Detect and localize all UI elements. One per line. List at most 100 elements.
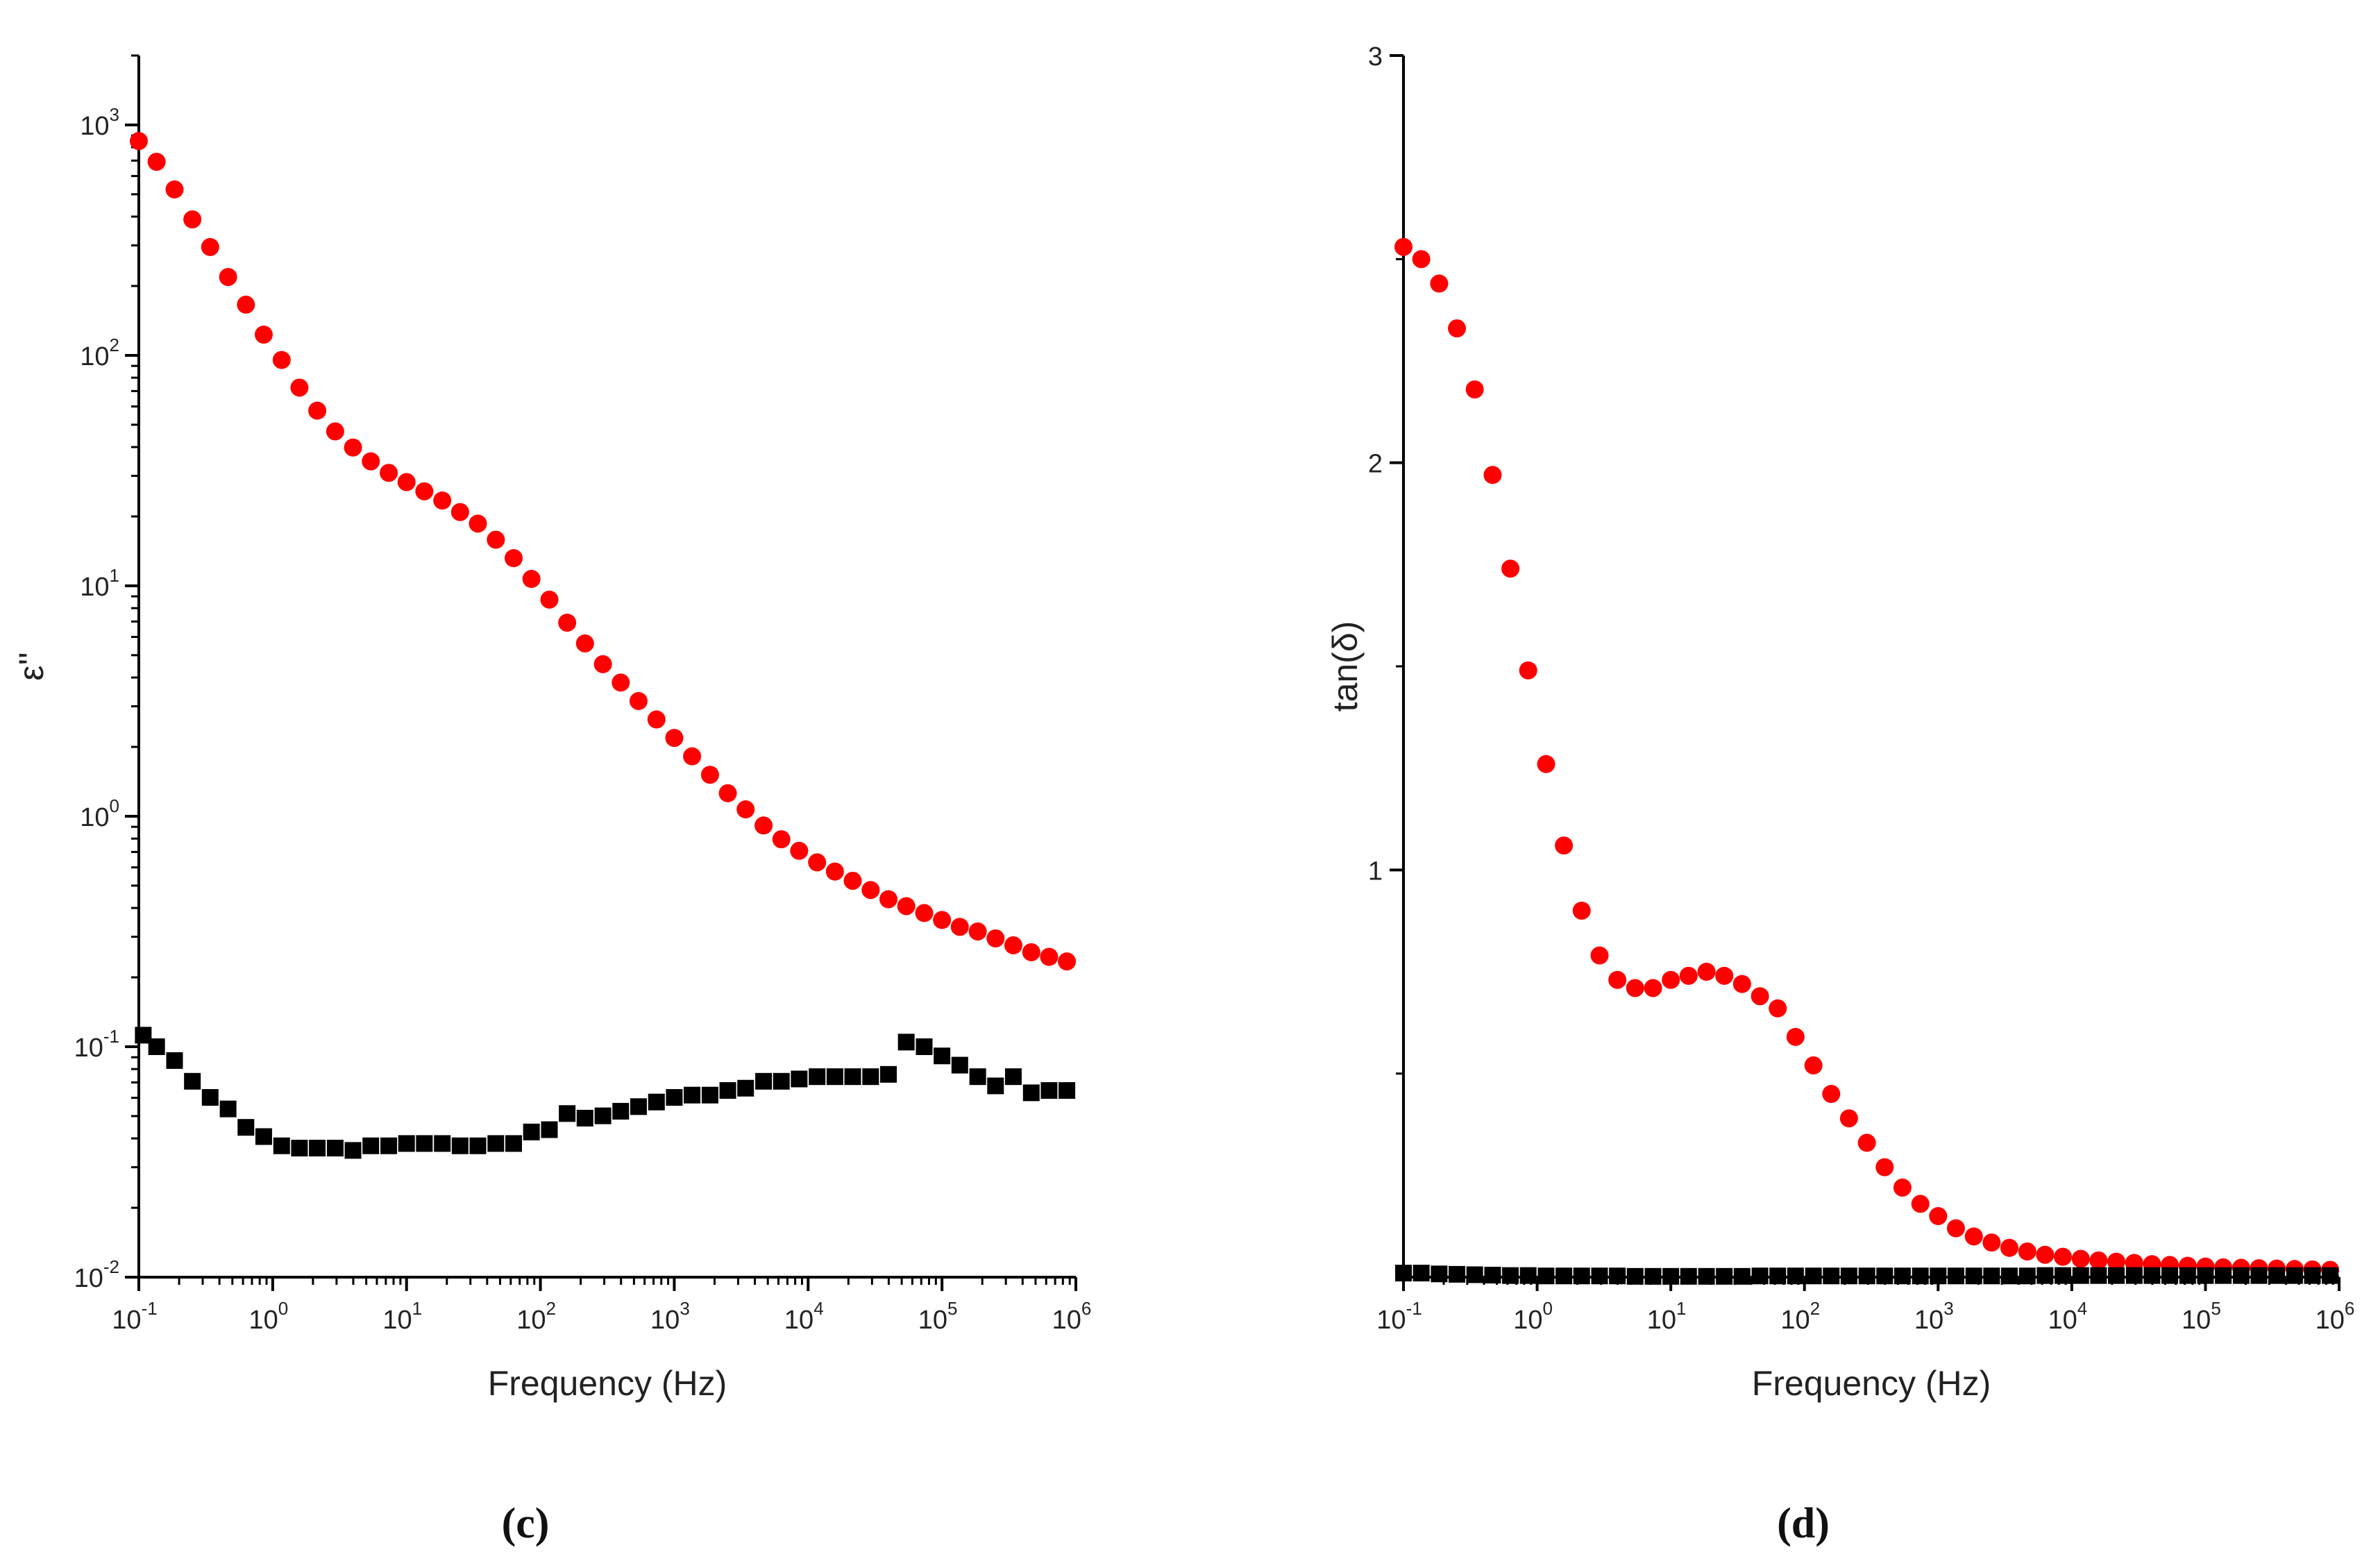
x-tick-exponent: 5 (2211, 1298, 2220, 1319)
data-point-square (809, 1068, 826, 1086)
x-tick-label: 103 (1914, 1298, 1954, 1335)
x-tick-exponent: -1 (142, 1298, 158, 1319)
data-point-square (201, 1089, 219, 1106)
data-point-circle (1662, 970, 1680, 989)
data-point-square (1769, 1267, 1787, 1285)
data-point-square (701, 1086, 718, 1104)
data-point-circle (1822, 1085, 1841, 1103)
data-point-square (826, 1068, 843, 1086)
data-point-square (309, 1140, 326, 1157)
data-point-square (1965, 1267, 1982, 1285)
data-point-circle (754, 816, 773, 835)
data-point-circle (558, 614, 577, 632)
data-point-circle (1501, 559, 1520, 578)
data-point-circle (647, 710, 666, 729)
data-point-circle (2053, 1247, 2072, 1266)
data-point-circle (130, 132, 148, 151)
data-point-square (934, 1047, 951, 1065)
x-tick-base: 10 (2048, 1306, 2077, 1335)
data-point-circle (415, 482, 434, 500)
data-point-square (1912, 1267, 1929, 1285)
data-point-square (2000, 1267, 2018, 1285)
data-point-circle (1893, 1178, 1912, 1197)
data-point-circle (1786, 1027, 1805, 1046)
x-tick-exponent: 2 (1810, 1298, 1820, 1319)
data-point-circle (593, 655, 612, 673)
x-tick-base: 10 (1914, 1306, 1943, 1335)
data-point-circle (665, 729, 684, 748)
x-tick-exponent: 6 (1081, 1298, 1091, 1319)
data-point-square (1004, 1068, 1022, 1086)
data-point-square (2072, 1267, 2089, 1284)
y-tick-exponent: -1 (103, 1026, 119, 1047)
data-point-square (2054, 1267, 2071, 1284)
data-point-square (148, 1038, 165, 1055)
data-point-circle (183, 210, 202, 229)
data-point-square (1040, 1082, 1058, 1099)
data-point-circle (1430, 274, 1449, 293)
data-point-square (505, 1135, 522, 1152)
data-point-circle (1022, 943, 1040, 961)
data-point-circle (2018, 1242, 2037, 1261)
data-point-circle (1608, 970, 1627, 989)
data-point-square (987, 1077, 1004, 1095)
y-tick-label: 2 (1368, 450, 1383, 479)
y-tick-exponent: 3 (110, 104, 119, 125)
series-red-circles (130, 132, 1077, 971)
data-point-square (1395, 1265, 1412, 1282)
data-point-circle (1911, 1195, 1930, 1213)
data-point-square (2304, 1267, 2321, 1284)
x-tick-label: 101 (1647, 1298, 1687, 1335)
data-point-square (326, 1140, 344, 1157)
data-point-square (737, 1079, 754, 1097)
x-tick-label: 106 (1052, 1298, 1092, 1335)
x-tick-label: 105 (918, 1298, 958, 1335)
data-point-square (1519, 1267, 1537, 1284)
data-point-square (416, 1135, 433, 1152)
data-point-square (2125, 1267, 2143, 1284)
data-point-circle (469, 514, 487, 533)
panel-c: 10-1 100 101 102 103 104 105 10610-210-11001011… (12, 54, 1092, 1547)
data-point-circle (1804, 1056, 1823, 1074)
data-point-circle (1537, 755, 1555, 773)
y-tick-label: 10-2 (74, 1256, 119, 1293)
data-point-square (1698, 1267, 1715, 1285)
x-tick-exponent: 1 (412, 1298, 422, 1319)
data-point-square (719, 1082, 736, 1099)
data-point-square (184, 1072, 201, 1090)
x-tick-base: 10 (650, 1306, 680, 1335)
data-point-square (1502, 1267, 1519, 1284)
data-point-square (791, 1070, 808, 1088)
y-tick-label: 1 (1368, 857, 1383, 886)
data-point-circle (629, 691, 648, 710)
data-point-square (1626, 1267, 1644, 1285)
data-point-circle (790, 841, 809, 860)
data-point-circle (1982, 1233, 2001, 1252)
data-point-square (541, 1121, 558, 1138)
x-tick-base: 10 (1780, 1306, 1810, 1335)
data-point-square (2322, 1267, 2339, 1284)
data-point-circle (1626, 979, 1644, 997)
data-point-square (434, 1135, 451, 1152)
data-point-square (2179, 1267, 2196, 1284)
y-tick-exponent: 1 (110, 565, 119, 586)
data-point-square (1876, 1267, 1894, 1285)
data-point-circle (986, 929, 1005, 947)
x-tick-exponent: 4 (813, 1298, 823, 1319)
data-point-circle (397, 473, 416, 491)
y-tick-base: 10 (80, 573, 109, 602)
data-point-square (1947, 1267, 1964, 1285)
data-point-square (469, 1137, 487, 1154)
data-point-circle (326, 422, 344, 441)
data-point-square (451, 1137, 469, 1154)
x-tick-exponent: 0 (1542, 1298, 1552, 1319)
data-point-square (684, 1086, 701, 1104)
x-tick-base: 10 (1647, 1306, 1676, 1335)
y-tick-exponent: 0 (110, 795, 119, 816)
data-point-circle (1448, 319, 1467, 338)
y-tick-label: 100 (80, 795, 119, 832)
data-point-square (844, 1068, 861, 1086)
data-point-square (1805, 1267, 1822, 1285)
x-tick-label: 104 (784, 1298, 824, 1335)
panel-label: (d) (1777, 1500, 1830, 1547)
